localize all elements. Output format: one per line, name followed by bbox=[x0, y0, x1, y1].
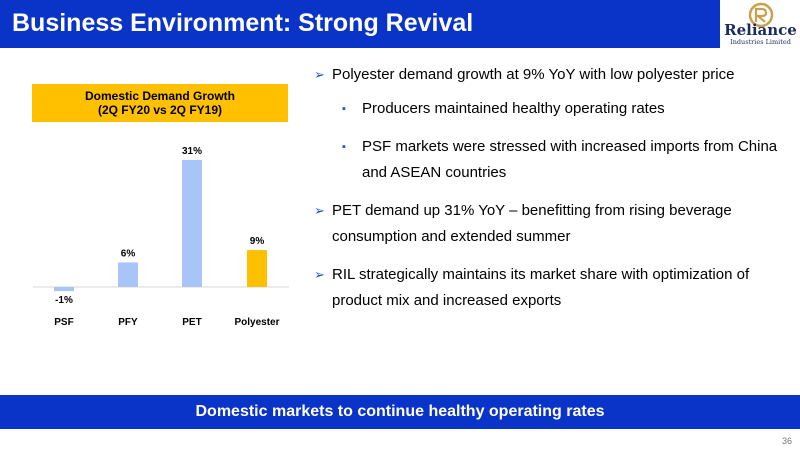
bullet-line: Polyester demand growth at 9% YoY with l… bbox=[332, 66, 735, 83]
page-title: Business Environment: Strong Revival bbox=[12, 9, 474, 37]
data-label-psf: -1% bbox=[55, 295, 73, 306]
bullet-text: PET demand up 31% YoY – benefitting from… bbox=[332, 198, 732, 250]
data-label-pet: 31% bbox=[182, 146, 202, 157]
bullet-line: Producers maintained healthy operating r… bbox=[362, 100, 665, 117]
reliance-emblem-icon bbox=[748, 2, 773, 28]
bullet-line: product mix and increased exports bbox=[332, 292, 562, 309]
square-bullet-icon: ▪ bbox=[342, 141, 346, 153]
bullet-line: and ASEAN countries bbox=[362, 164, 507, 181]
bullet-text: PSF markets were stressed with increased… bbox=[362, 134, 777, 186]
chart-title-box: Domestic Demand Growth (2Q FY20 vs 2Q FY… bbox=[32, 84, 288, 122]
category-label-pet: PET bbox=[182, 317, 201, 328]
category-label-polyester: Polyester bbox=[234, 317, 279, 328]
reliance-logo: Reliance Industries Limited bbox=[721, 2, 800, 52]
bullet-line: PSF markets were stressed with increased… bbox=[362, 138, 778, 155]
bar-psf bbox=[54, 287, 74, 292]
data-label-pfy: 6% bbox=[121, 248, 136, 259]
bullet-text: Polyester demand growth at 9% YoY with l… bbox=[332, 62, 734, 88]
bar-pet bbox=[182, 159, 202, 287]
bullet-text: Producers maintained healthy operating r… bbox=[362, 96, 665, 122]
category-label-psf: PSF bbox=[54, 317, 73, 328]
bullet-text: RIL strategically maintains its market s… bbox=[332, 262, 749, 314]
square-bullet-icon: ▪ bbox=[342, 103, 346, 115]
category-label-pfy: PFY bbox=[118, 317, 138, 328]
arrow-bullet-icon: ➢ bbox=[314, 67, 325, 82]
bar-polyester bbox=[247, 250, 267, 287]
bullet-line: PET demand up 31% YoY – benefitting from… bbox=[332, 202, 732, 219]
page-number: 36 bbox=[781, 436, 792, 446]
header-bar: Business Environment: Strong Revival bbox=[0, 0, 720, 48]
bullet-line: RIL strategically maintains its market s… bbox=[332, 266, 750, 283]
arrow-bullet-icon: ➢ bbox=[314, 267, 325, 282]
arrow-bullet-icon: ➢ bbox=[314, 203, 325, 218]
logo-subtitle: Industries Limited bbox=[730, 38, 791, 46]
data-label-polyester: 9% bbox=[250, 236, 265, 247]
bar-chart: -1% PSF 6% PFY 31% PET 9% Polyester bbox=[33, 146, 289, 328]
chart-title: Domestic Demand Growth bbox=[84, 89, 236, 103]
bar-pfy bbox=[118, 262, 138, 287]
bullet-line: consumption and extended summer bbox=[332, 228, 571, 245]
footer-banner: Domestic markets to continue healthy ope… bbox=[0, 395, 800, 429]
logo-wordmark: Reliance bbox=[724, 21, 797, 39]
chart-subtitle: (2Q FY20 vs 2Q FY19) bbox=[97, 103, 223, 117]
